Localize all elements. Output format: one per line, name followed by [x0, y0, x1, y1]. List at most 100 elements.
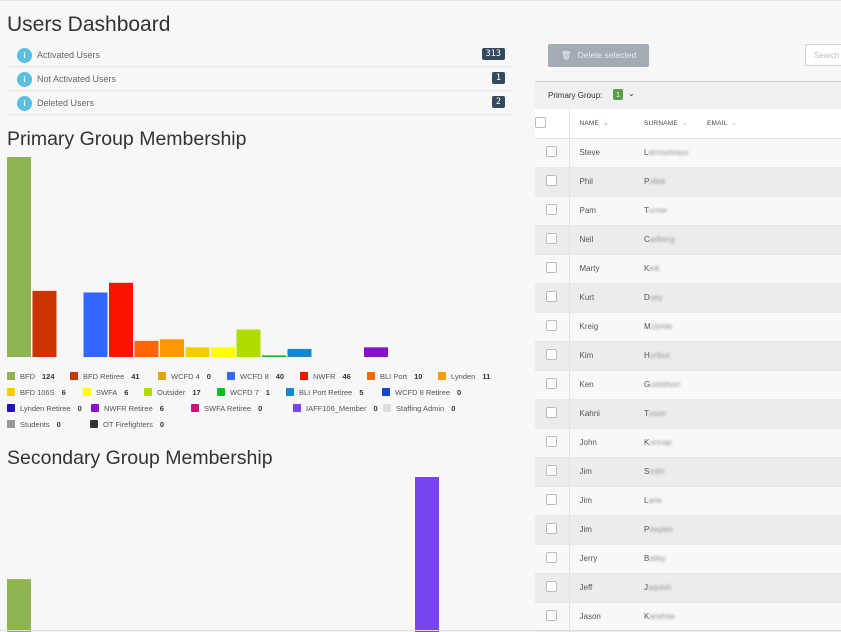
table-row[interactable]: Ken Gustafson	[535, 370, 841, 400]
row-checkbox[interactable]	[546, 552, 558, 563]
row-checkbox[interactable]	[546, 175, 558, 186]
stat-not-activated-users[interactable]: i Not Activated Users 1	[8, 67, 514, 91]
bar-nwfr-retiree[interactable]	[364, 347, 388, 357]
legend-item[interactable]: BFD Retiree 41	[70, 372, 140, 388]
legend-item[interactable]: BLI Port Retiree 5	[286, 388, 364, 404]
select-all-checkbox[interactable]	[535, 116, 546, 128]
table-row[interactable]: Kim Hurlbut	[535, 341, 841, 371]
bar-bli-port[interactable]	[134, 340, 159, 357]
legend-item[interactable]: SWFA Retiree 0	[191, 404, 262, 420]
table-row[interactable]: Jason Karwhite	[535, 602, 841, 632]
search-input[interactable]: Search	[805, 44, 841, 66]
column-header-surname[interactable]: SURNAME ⌄	[634, 109, 703, 139]
legend-item[interactable]: OT Firefighters 0	[90, 420, 164, 436]
table-row[interactable]: Marty Kink	[535, 254, 841, 284]
legend-swatch	[367, 372, 375, 380]
legend-item[interactable]: Staffing Admin 0	[383, 404, 455, 420]
table-row[interactable]: Phil Pollek	[535, 167, 841, 197]
legend-item[interactable]: SWFA 6	[83, 388, 128, 404]
surname-initial: C	[644, 235, 650, 244]
chevron-down-icon[interactable]: ⌄	[628, 89, 635, 98]
primary-group-title: Primary Group Membership	[7, 128, 247, 150]
row-checkbox[interactable]	[546, 204, 558, 215]
row-checkbox[interactable]	[546, 523, 558, 534]
row-checkbox[interactable]	[546, 291, 558, 302]
row-select-cell	[535, 196, 570, 226]
legend-item[interactable]: WCFD 4 0	[158, 372, 211, 388]
row-checkbox[interactable]	[546, 349, 558, 360]
primary-group-count-badge[interactable]: 1	[613, 89, 624, 100]
bar-outsider[interactable]	[236, 329, 261, 357]
table-row[interactable]: Neil Carlberg	[535, 225, 841, 255]
stat-activated-users[interactable]: i Activated Users 313	[8, 43, 514, 67]
legend-item[interactable]: Lynden Retiree 0	[7, 404, 82, 420]
legend-label: NWFR Retiree	[104, 404, 153, 413]
row-checkbox[interactable]	[546, 610, 558, 621]
surname-initial: P	[644, 525, 650, 534]
surname-rest: urner	[648, 206, 668, 215]
legend-count: 0	[56, 420, 61, 429]
table-row[interactable]: Jim Smith	[535, 457, 841, 487]
legend-item[interactable]: WCFD 7 1	[217, 388, 270, 404]
cell-surname: Gustafson	[634, 370, 703, 400]
bar-iaff106-member[interactable]	[415, 477, 439, 632]
primary-group-filter: Primary Group: 1 ⌄	[535, 81, 841, 109]
bar-lynden[interactable]	[160, 339, 184, 357]
bar-bfd-106s[interactable]	[185, 347, 210, 357]
table-row[interactable]: Kurt Duey	[535, 283, 841, 313]
legend-item[interactable]: WCFD 8 Retiree 0	[382, 388, 461, 404]
row-checkbox[interactable]	[546, 465, 558, 476]
delete-selected-button[interactable]: 🗑 Delete selected	[548, 44, 649, 67]
table-row[interactable]: Steve Lamoureaux	[535, 138, 841, 168]
legend-swatch	[7, 388, 15, 396]
bar-bfd[interactable]	[7, 157, 31, 357]
cell-email	[703, 167, 841, 197]
table-row[interactable]: Kahni Tuson	[535, 399, 841, 429]
bar-bfd[interactable]	[7, 579, 31, 632]
cell-name: Phil	[569, 167, 634, 197]
surname-rest: ailey	[649, 554, 666, 563]
cell-surname: Peeples	[634, 515, 703, 545]
table-row[interactable]: Jerry Bailey	[535, 544, 841, 574]
bar-bfd-retiree[interactable]	[32, 290, 57, 357]
legend-item[interactable]: WCFD 8 40	[227, 372, 284, 388]
row-checkbox[interactable]	[546, 146, 558, 157]
surname-initial: H	[644, 351, 650, 360]
column-header-email[interactable]: EMAIL ⌄	[703, 109, 841, 139]
table-row[interactable]: Jim Lane	[535, 486, 841, 516]
legend-item[interactable]: BLI Port 10	[367, 372, 422, 388]
table-row[interactable]: Kreig Mcbride	[535, 312, 841, 342]
page-title: Users Dashboard	[7, 13, 171, 36]
legend-item[interactable]: Outsider 17	[144, 388, 201, 404]
table-row[interactable]: Jim Peeples	[535, 515, 841, 545]
bar-bli-port-retiree[interactable]	[287, 348, 312, 357]
table-row[interactable]: John Kunnap	[535, 428, 841, 458]
row-checkbox[interactable]	[546, 581, 558, 592]
table-row[interactable]: Jeff Jaquish	[535, 573, 841, 603]
surname-initial: K	[644, 612, 650, 621]
row-checkbox[interactable]	[546, 320, 558, 331]
row-checkbox[interactable]	[546, 378, 558, 389]
surname-rest: ustafson	[650, 380, 681, 389]
legend-item[interactable]: Lynden 11	[438, 372, 490, 388]
bar-swfa[interactable]	[211, 347, 235, 357]
row-checkbox[interactable]	[546, 233, 558, 244]
legend-item[interactable]: NWFR 46	[300, 372, 351, 388]
row-select-cell	[535, 399, 570, 429]
row-checkbox[interactable]	[546, 262, 558, 273]
row-checkbox[interactable]	[546, 436, 558, 447]
surname-rest: aquish	[648, 583, 672, 592]
legend-item[interactable]: IAFF106_Member 0	[293, 404, 378, 420]
row-checkbox[interactable]	[546, 407, 558, 418]
legend-item[interactable]: NWFR Retiree 6	[91, 404, 164, 420]
bar-wcfd-7[interactable]	[262, 355, 286, 357]
legend-item[interactable]: Students 0	[7, 420, 61, 436]
table-row[interactable]: Pam Turner	[535, 196, 841, 226]
bar-nwfr[interactable]	[109, 282, 133, 357]
stat-deleted-users[interactable]: i Deleted Users 2	[8, 91, 514, 115]
row-checkbox[interactable]	[546, 494, 558, 505]
legend-item[interactable]: BFD 106S 6	[7, 388, 66, 404]
bar-wcfd-8[interactable]	[83, 292, 108, 357]
legend-item[interactable]: BFD 124	[7, 372, 55, 388]
column-header-name[interactable]: NAME ⌄	[569, 109, 634, 139]
